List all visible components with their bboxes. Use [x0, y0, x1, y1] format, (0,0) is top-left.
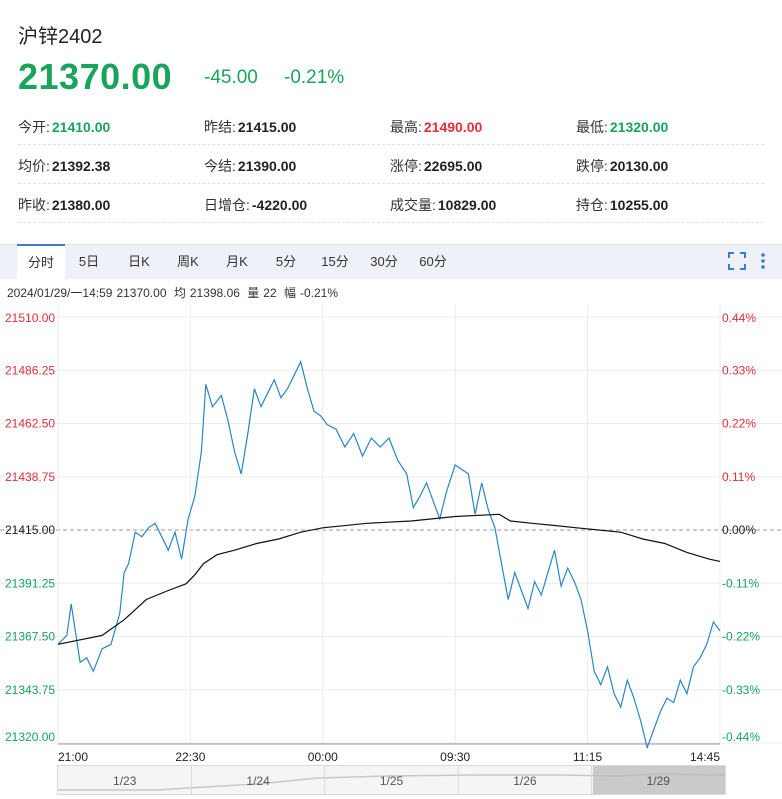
last-price: 21370.00: [18, 56, 173, 97]
tab-5min[interactable]: 5分: [275, 254, 297, 269]
y-pct-tick-label: -0.11%: [722, 576, 759, 590]
stats-row: 今开: 21410.00 昨结: 21415.00 最高: 21490.00 最低: 2…: [18, 106, 764, 145]
stat-avg: 均价: 21392.38: [18, 158, 111, 174]
stat-prev-settle: 昨结: 21415.00: [204, 119, 297, 135]
more-vertical-icon[interactable]: [756, 251, 770, 271]
y-tick-label: 21438.75: [5, 470, 55, 484]
y-pct-tick-label: 0.22%: [722, 417, 756, 431]
tab-intraday[interactable]: 分时: [17, 244, 65, 280]
navigator-label: 1/24: [246, 774, 270, 788]
time-navigator[interactable]: 1/23 1/24 1/25 1/26 1/29: [57, 765, 726, 795]
stat-volume: 成交量: 10829.00: [390, 197, 497, 213]
fullscreen-icon[interactable]: [727, 251, 747, 271]
info-vol-value: 22: [263, 286, 277, 300]
y-pct-tick-label: -0.22%: [722, 630, 760, 644]
y-tick-label: 21391.25: [5, 576, 55, 590]
tab-weekly-k[interactable]: 周K: [177, 254, 199, 269]
stat-prev-close: 昨收: 21380.00: [18, 197, 111, 213]
stat-open: 今开: 21410.00: [18, 119, 111, 135]
info-time: 2024/01/29/一14:59: [7, 286, 113, 300]
price-change: -45.00: [204, 67, 258, 88]
crosshair-info-bar: 2024/01/29/一14:59 21370.00 均 21398.06 量 22 …: [7, 284, 342, 301]
navigator-track: 1/23 1/24 1/25 1/26 1/29: [58, 766, 726, 794]
navigator-label: 1/25: [380, 774, 404, 788]
stat-limit-up: 涨停: 22695.00: [390, 158, 483, 174]
navigator-label: 1/23: [113, 774, 137, 788]
y-pct-tick-label: 0.44%: [722, 311, 756, 325]
stats-row: 昨收: 21380.00 日增仓: -4220.00 成交量: 10829.00 持仓…: [18, 184, 764, 223]
price-series-line: [57, 360, 721, 750]
stat-limit-down: 跌停: 20130.00: [576, 158, 669, 174]
y-pct-tick-label: -0.33%: [722, 683, 760, 697]
tab-15min[interactable]: 15分: [321, 254, 349, 269]
instrument-title: 沪锌2402: [18, 26, 103, 48]
y-tick-label: 21510.00: [5, 311, 55, 325]
y-tick-label: 21486.25: [5, 363, 55, 377]
y-tick-label: 21343.75: [5, 683, 55, 697]
y-tick-label: 21415.00: [5, 523, 55, 537]
stat-settle: 今结: 21390.00: [204, 158, 297, 174]
intraday-chart[interactable]: 21510.00 0.44% 21486.25 0.33% 21462.50 0.22% 2…: [0, 305, 782, 765]
info-avg-value: 21398.06: [189, 286, 240, 300]
x-tick-label: 21:00: [58, 750, 88, 764]
period-tabs: 分时 5日 日K 周K 月K 5分 15分 30分 60分: [0, 244, 782, 280]
tab-monthly-k[interactable]: 月K: [226, 254, 248, 269]
tab-30min[interactable]: 30分: [370, 254, 398, 269]
stat-open-interest: 持仓: 10255.00: [576, 197, 669, 213]
tab-5day[interactable]: 5日: [78, 254, 100, 269]
y-pct-tick-label: 0.33%: [722, 363, 756, 377]
navigator-selection: [593, 766, 725, 794]
y-pct-tick-label: 0.00%: [722, 523, 756, 537]
stat-oi-change: 日增仓: -4220.00: [204, 197, 308, 213]
average-series-line: [57, 513, 721, 645]
stat-high: 最高: 21490.00: [390, 119, 483, 135]
price-change-percent: -0.21%: [284, 67, 345, 88]
stat-low: 最低: 21320.00: [576, 119, 669, 135]
x-tick-label: 00:00: [308, 750, 338, 764]
x-tick-label: 11:15: [573, 750, 602, 764]
info-amp-label: 幅: [283, 286, 296, 300]
y-pct-tick-label: 0.11%: [722, 470, 755, 484]
info-avg-label: 均: [173, 286, 186, 300]
y-tick-label: 21462.50: [5, 417, 55, 431]
y-tick-label: 21367.50: [5, 630, 55, 644]
stats-row: 均价: 21392.38 今结: 21390.00 涨停: 22695.00 跌停: 2…: [18, 145, 764, 184]
y-pct-tick-label: -0.44%: [722, 730, 760, 744]
x-tick-label: 22:30: [175, 750, 205, 764]
navigator-label: 1/29: [647, 774, 671, 788]
x-tick-label: 14:45: [690, 750, 720, 764]
info-amp-value: -0.21%: [300, 286, 339, 300]
info-price: 21370.00: [116, 286, 167, 300]
y-tick-label: 21320.00: [5, 730, 55, 744]
tab-60min[interactable]: 60分: [419, 254, 447, 269]
tab-daily-k[interactable]: 日K: [128, 254, 150, 269]
x-tick-label: 09:30: [440, 750, 470, 764]
navigator-label: 1/26: [513, 774, 537, 788]
info-vol-label: 量: [247, 286, 260, 300]
